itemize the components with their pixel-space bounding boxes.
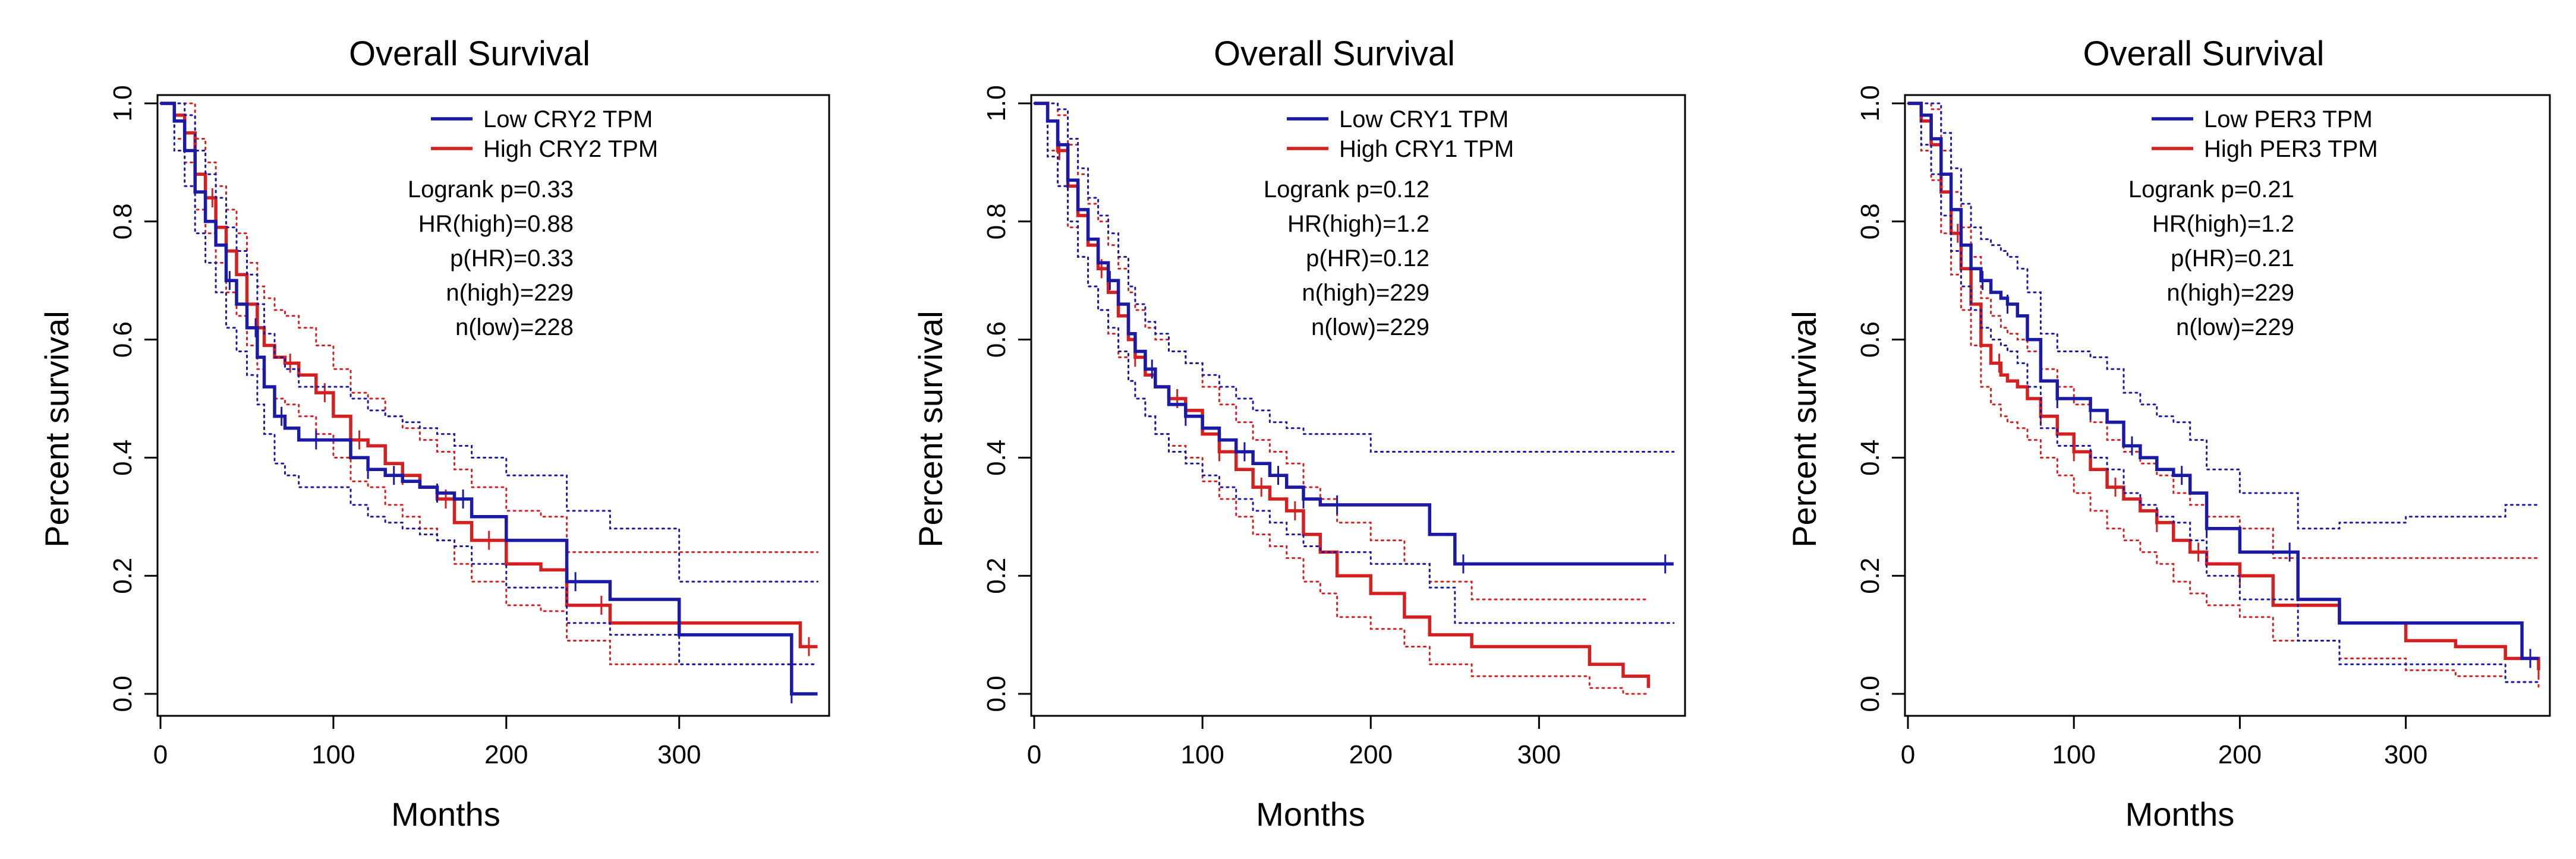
- stats-block: Logrank p=0.33 HR(high)=0.88 p(HR)=0.33 n(h…: [408, 176, 574, 340]
- chart-panel-2: Overall Survival 0 100 200 300 0.0 0.2 0.4 0.6 0.…: [912, 34, 1686, 833]
- stats-block: Logrank p=0.12 HR(high)=1.2 p(HR)=0.12 n(hi…: [1264, 176, 1429, 340]
- y-tick-label: 0.2: [1856, 558, 1885, 594]
- x-tick-label: 200: [1349, 740, 1393, 769]
- ci-upper-low: [1907, 102, 2540, 530]
- legend-label-high: High CRY1 TPM: [1339, 136, 1514, 162]
- survival-line-low: [1908, 102, 2539, 661]
- x-axis-label: Months: [2125, 795, 2235, 833]
- legend: Low PER3 TPM High PER3 TPM: [2152, 106, 2378, 162]
- y-tick-label: 1.0: [1856, 85, 1885, 121]
- chart-panel-1: Overall Survival 0 100 200 300 0.0 0.2 0.4 0.6 0.…: [38, 34, 830, 833]
- stat-line: Logrank p=0.12: [1264, 176, 1429, 203]
- stat-line: n(low)=228: [455, 314, 574, 340]
- chart-title: Overall Survival: [1214, 34, 1455, 73]
- chart-title: Overall Survival: [2083, 34, 2324, 73]
- y-axis-label: Percent survival: [912, 311, 949, 547]
- ci-lower-low: [1033, 102, 1675, 624]
- stat-line: p(HR)=0.12: [1306, 245, 1429, 271]
- ci-upper-low: [159, 102, 818, 583]
- y-axis-label: Percent survival: [38, 311, 75, 547]
- ci-lower-low: [159, 102, 818, 665]
- chart-title: Overall Survival: [349, 34, 590, 73]
- x-tick-label: 100: [2052, 740, 2096, 769]
- plot-frame: [156, 94, 830, 717]
- x-tick-label: 0: [153, 740, 168, 769]
- y-tick-label: 0.8: [108, 203, 137, 239]
- legend-label-low: Low PER3 TPM: [2204, 106, 2373, 132]
- y-tick-label: 0.0: [1856, 675, 1885, 712]
- y-tick-label: 0.6: [1856, 321, 1885, 358]
- stat-line: Logrank p=0.33: [408, 176, 574, 203]
- x-axis-label: Months: [391, 795, 500, 833]
- series-low: [1907, 102, 2540, 683]
- x-tick-label: 200: [2218, 740, 2262, 769]
- ci-upper-high: [159, 102, 818, 553]
- x-tick-label: 300: [2384, 740, 2427, 769]
- stats-block: Logrank p=0.21 HR(high)=1.2 p(HR)=0.21 n(hi…: [2128, 176, 2294, 340]
- ci-upper-low: [1033, 102, 1675, 453]
- stat-line: n(high)=229: [1302, 280, 1429, 306]
- legend: Low CRY2 TPM High CRY2 TPM: [431, 106, 658, 162]
- y-tick-label: 0.0: [108, 675, 137, 712]
- stat-line: HR(high)=1.2: [2152, 211, 2294, 237]
- x-tick-label: 0: [1901, 740, 1915, 769]
- ci-lower-high: [159, 102, 818, 665]
- stat-line: n(high)=229: [446, 280, 574, 306]
- x-tick-label: 100: [1180, 740, 1224, 769]
- ci-lower-high: [1907, 102, 2540, 689]
- series-low: [1033, 102, 1675, 624]
- x-tick-label: 300: [657, 740, 701, 769]
- series-low: [159, 102, 818, 703]
- y-tick-label: 1.0: [982, 85, 1011, 121]
- legend-label-high: High CRY2 TPM: [483, 136, 658, 162]
- x-tick-label: 200: [484, 740, 528, 769]
- survival-line-low: [160, 102, 818, 696]
- stat-line: Logrank p=0.21: [2128, 176, 2294, 203]
- y-tick-label: 0.0: [982, 675, 1011, 712]
- y-tick-label: 0.4: [1856, 440, 1885, 476]
- x-tick-label: 100: [311, 740, 355, 769]
- stat-line: n(low)=229: [1311, 314, 1429, 340]
- y-tick-label: 0.8: [982, 203, 1011, 239]
- stat-line: p(HR)=0.21: [2171, 245, 2294, 271]
- x-axis-label: Months: [1256, 795, 1365, 833]
- y-tick-label: 0.6: [982, 321, 1011, 358]
- y-tick-label: 0.6: [108, 321, 137, 358]
- y-tick-label: 0.4: [108, 440, 137, 476]
- y-axis-label: Percent survival: [1785, 311, 1823, 547]
- legend: Low CRY1 TPM High CRY1 TPM: [1287, 106, 1514, 162]
- y-tick-label: 1.0: [108, 85, 137, 121]
- plot-frame: [1904, 94, 2551, 717]
- plot-frame: [1030, 94, 1686, 717]
- ci-lower-low: [1907, 102, 2540, 683]
- stat-line: n(low)=229: [2176, 314, 2294, 340]
- stat-line: p(HR)=0.33: [450, 245, 574, 271]
- stat-line: HR(high)=0.88: [418, 211, 574, 237]
- stat-line: n(high)=229: [2166, 280, 2294, 306]
- chart-panel-3: Overall Survival 0 100 200 300 0.0 0.2 0.4 0.6 0.…: [1785, 34, 2551, 833]
- legend-label-low: Low CRY2 TPM: [483, 106, 653, 132]
- survival-line-high: [1908, 102, 2540, 671]
- y-tick-label: 0.2: [108, 558, 137, 594]
- y-tick-label: 0.2: [982, 558, 1011, 594]
- legend-label-high: High PER3 TPM: [2204, 136, 2378, 162]
- legend-label-low: Low CRY1 TPM: [1339, 106, 1509, 132]
- stat-line: HR(high)=1.2: [1287, 211, 1429, 237]
- y-tick-label: 0.4: [982, 440, 1011, 476]
- x-tick-label: 0: [1027, 740, 1041, 769]
- ci-upper-high: [1907, 102, 2540, 559]
- survival-line-high: [1034, 102, 1651, 689]
- y-tick-label: 0.8: [1856, 203, 1885, 239]
- x-tick-label: 300: [1517, 740, 1561, 769]
